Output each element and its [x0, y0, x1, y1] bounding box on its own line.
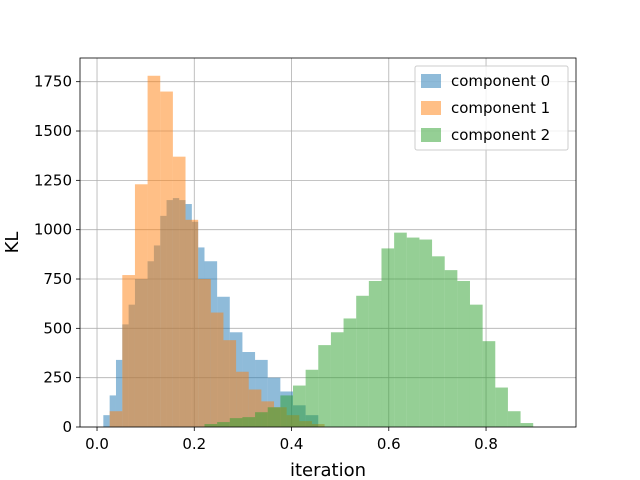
histogram-bar: [356, 295, 369, 427]
histogram-bar: [419, 239, 433, 427]
histogram-bar: [469, 304, 483, 427]
histogram-bar: [198, 279, 211, 427]
histogram-bar: [318, 345, 331, 427]
y-tick-label: 1250: [34, 171, 72, 189]
histogram-bar: [204, 424, 218, 427]
histogram-bar: [223, 340, 237, 427]
histogram-bar: [330, 332, 344, 427]
histogram-bar: [394, 232, 407, 427]
y-tick-label: 250: [43, 369, 72, 387]
histogram-bars: [103, 75, 534, 428]
histogram-bar: [210, 312, 224, 427]
y-tick-label: 0: [62, 418, 72, 436]
histogram-bar: [495, 387, 508, 427]
histogram-bar: [432, 256, 445, 427]
legend-swatch: [421, 101, 441, 115]
histogram-bar: [242, 417, 256, 427]
y-tick-label: 1500: [34, 122, 72, 140]
histogram-bar: [185, 219, 199, 427]
legend-swatch: [421, 74, 441, 88]
histogram-bar: [229, 418, 243, 427]
histogram-bar: [236, 371, 249, 427]
y-tick-label: 500: [43, 319, 72, 337]
histogram-bar: [267, 407, 281, 427]
histogram-bar: [381, 248, 395, 427]
y-axis-label: KL: [2, 232, 23, 254]
legend: component 0 component 1 component 2: [414, 65, 569, 151]
histogram-bar: [103, 415, 110, 427]
y-tick-label: 1000: [34, 221, 72, 239]
histogram-bar: [368, 280, 382, 427]
histogram-bar: [217, 422, 230, 427]
histogram-bar: [122, 275, 135, 427]
histogram-bar: [172, 156, 186, 428]
legend-label: component 0: [451, 72, 550, 90]
histogram-bar: [134, 184, 148, 427]
histogram-bar: [109, 411, 123, 427]
histogram-bar: [507, 411, 521, 427]
histogram-bar: [160, 91, 173, 427]
y-tick-label: 1750: [34, 73, 72, 91]
x-tick-label: 0.8: [474, 435, 498, 453]
histogram-bar: [280, 395, 293, 427]
histogram-bar: [292, 385, 306, 427]
legend-label: component 2: [451, 126, 550, 144]
x-tick-label: 0.2: [182, 435, 206, 453]
legend-label: component 1: [451, 99, 550, 117]
y-axis-ticks: 0 250 500 750 1000 1250 1500 1750: [34, 73, 80, 436]
x-tick-label: 0.0: [85, 435, 109, 453]
histogram-bar: [406, 237, 420, 427]
x-tick-label: 0.4: [280, 435, 304, 453]
histogram-bar: [147, 75, 161, 427]
histogram-bar: [255, 412, 268, 427]
histogram-bar: [343, 318, 357, 427]
y-tick-label: 750: [43, 270, 72, 288]
legend-box: [414, 65, 569, 151]
histogram-bar: [305, 369, 319, 427]
histogram-bar: [482, 341, 496, 427]
legend-swatch: [421, 128, 441, 142]
histogram-bar: [520, 423, 534, 427]
x-axis-ticks: 0.0 0.2 0.4 0.6 0.8: [85, 427, 498, 453]
histogram-bar: [444, 270, 458, 427]
series-2-bars: [204, 232, 534, 427]
x-axis-label: iteration: [290, 460, 366, 480]
x-tick-label: 0.6: [377, 435, 401, 453]
histogram-bar: [115, 359, 123, 427]
plot-frame: [79, 57, 577, 428]
histogram-bar: [457, 280, 470, 427]
